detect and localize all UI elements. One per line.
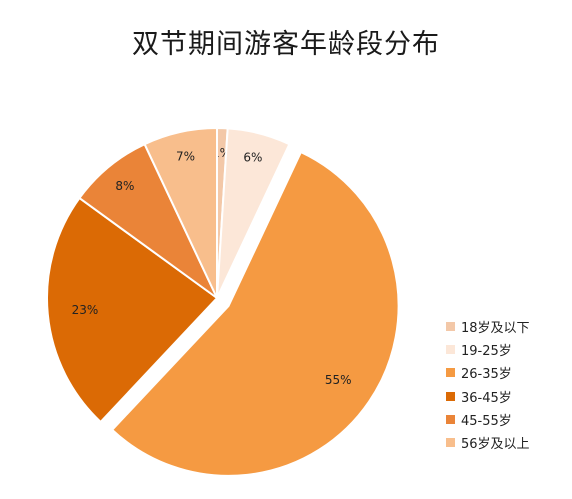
legend-item: 36-45岁 [446,388,530,406]
legend-label: 45-55岁 [461,413,512,429]
legend-label: 26-35岁 [461,367,512,383]
legend-swatch [446,414,455,424]
legend-item: 45-55岁 [446,411,530,429]
legend-swatch [446,345,455,355]
slice-data-label: 7% [176,149,195,163]
chart-title: 双节期间游客年龄段分布 [132,29,440,60]
legend-swatch [446,368,455,378]
pie-slice-2 [216,127,291,299]
legend-swatch [446,322,455,332]
legend-label: 18岁及以下 [461,321,530,337]
slice-data-label: 6% [243,151,262,165]
slice-data-label: 55% [325,373,352,387]
pie-slice-6 [143,126,218,299]
legend-label: 56岁及以上 [461,437,530,453]
legend-item: 26-35岁 [446,364,530,383]
pie-slice-3 [110,150,400,477]
pie-slice-4 [46,196,219,424]
legend-item: 18岁及以下 [446,318,530,337]
legend-swatch [446,391,455,401]
legend: 18岁及以下 19-25岁 26-35岁 36-45岁 45-55岁 56岁及以上 [446,318,530,457]
legend-item: 19-25岁 [446,341,530,360]
slice-data-label: 23% [72,303,99,317]
legend-swatch [446,438,455,448]
slice-data-label: 8% [115,179,134,193]
legend-label: 19-25岁 [461,344,512,360]
legend-item: 56岁及以上 [446,434,530,453]
legend-label: 36-45岁 [461,390,512,406]
